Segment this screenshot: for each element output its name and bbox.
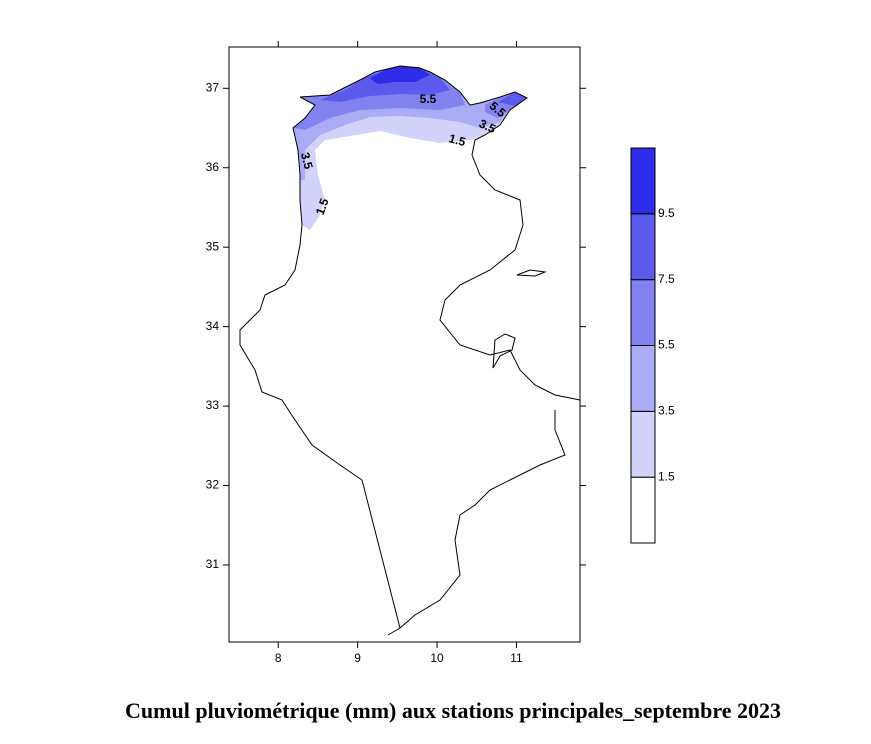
x-tick-label: 11 <box>510 651 523 665</box>
y-tick-label: 32 <box>206 478 220 492</box>
colorbar-band <box>630 345 656 412</box>
contour-label: 1.5 <box>313 196 332 217</box>
country-outline <box>239 65 581 636</box>
caption: Cumul pluviométrique (mm) aux stations p… <box>125 698 781 723</box>
colorbar-label: 7.5 <box>658 272 675 286</box>
plot-frame <box>228 46 581 643</box>
contour-label: 1.5 <box>447 131 467 149</box>
y-tick-label: 31 <box>206 557 220 571</box>
colorbar-band <box>630 147 656 215</box>
colorbar-band <box>630 279 656 346</box>
island-outline <box>492 269 547 369</box>
y-tick-label: 35 <box>206 239 220 253</box>
contour-label: 3.5 <box>477 116 498 136</box>
x-tick-label: 9 <box>354 651 361 665</box>
y-tick-label: 37 <box>206 80 220 94</box>
colorbar-label: 3.5 <box>658 404 675 418</box>
y-tick-label: 33 <box>206 398 220 412</box>
colorbar-label: 5.5 <box>658 338 675 352</box>
colorbar-band <box>630 476 656 544</box>
x-tick-label: 8 <box>275 651 282 665</box>
x-tick-label: 10 <box>430 651 444 665</box>
colorbar-band <box>630 410 656 478</box>
contour-label: 3.5 <box>298 151 316 171</box>
colorbar-label: 1.5 <box>658 469 675 483</box>
contour-fill <box>293 66 527 130</box>
colorbar-band <box>630 213 656 281</box>
y-tick-label: 36 <box>206 160 220 174</box>
y-tick-label: 34 <box>206 319 220 333</box>
colorbar-label: 9.5 <box>658 206 675 220</box>
contour-label: 5.5 <box>420 92 437 106</box>
contour-fill <box>320 66 527 106</box>
contour-fill <box>370 66 430 84</box>
